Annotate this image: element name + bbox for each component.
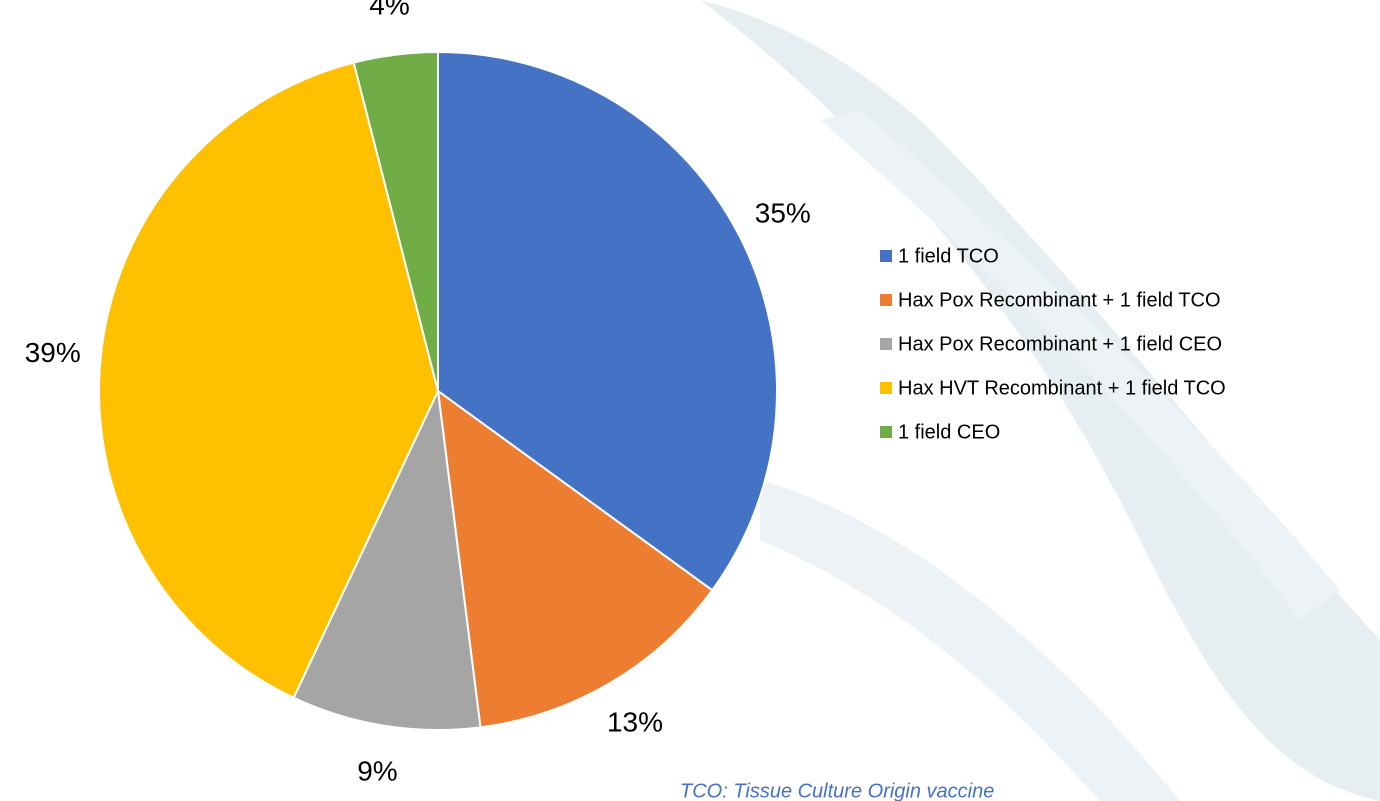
data-label: 4% (369, 0, 409, 20)
footnote: TCO: Tissue Culture Origin vaccine (680, 780, 994, 801)
data-label: 13% (607, 706, 663, 737)
data-label: 9% (357, 756, 397, 787)
legend-swatch (880, 382, 892, 394)
legend-label: Hax HVT Recombinant + 1 field TCO (898, 377, 1226, 399)
legend-label: 1 field TCO (898, 245, 999, 267)
legend-swatch (880, 250, 892, 262)
data-label: 39% (25, 337, 81, 368)
data-label: 35% (755, 198, 811, 229)
page: {"chart_data": {"type": "pie", "categori… (0, 0, 1380, 801)
legend-swatch (880, 338, 892, 350)
legend-label: Hax Pox Recombinant + 1 field CEO (898, 333, 1222, 355)
background-feather (700, 0, 1380, 801)
legend-swatch (880, 426, 892, 438)
legend-label: 1 field CEO (898, 421, 1000, 443)
pie (99, 52, 777, 730)
chart: TCO: Tissue Culture Origin vaccine 35% 13… (0, 0, 1380, 801)
legend-label: Hax Pox Recombinant + 1 field TCO (898, 289, 1221, 311)
legend-swatch (880, 294, 892, 306)
